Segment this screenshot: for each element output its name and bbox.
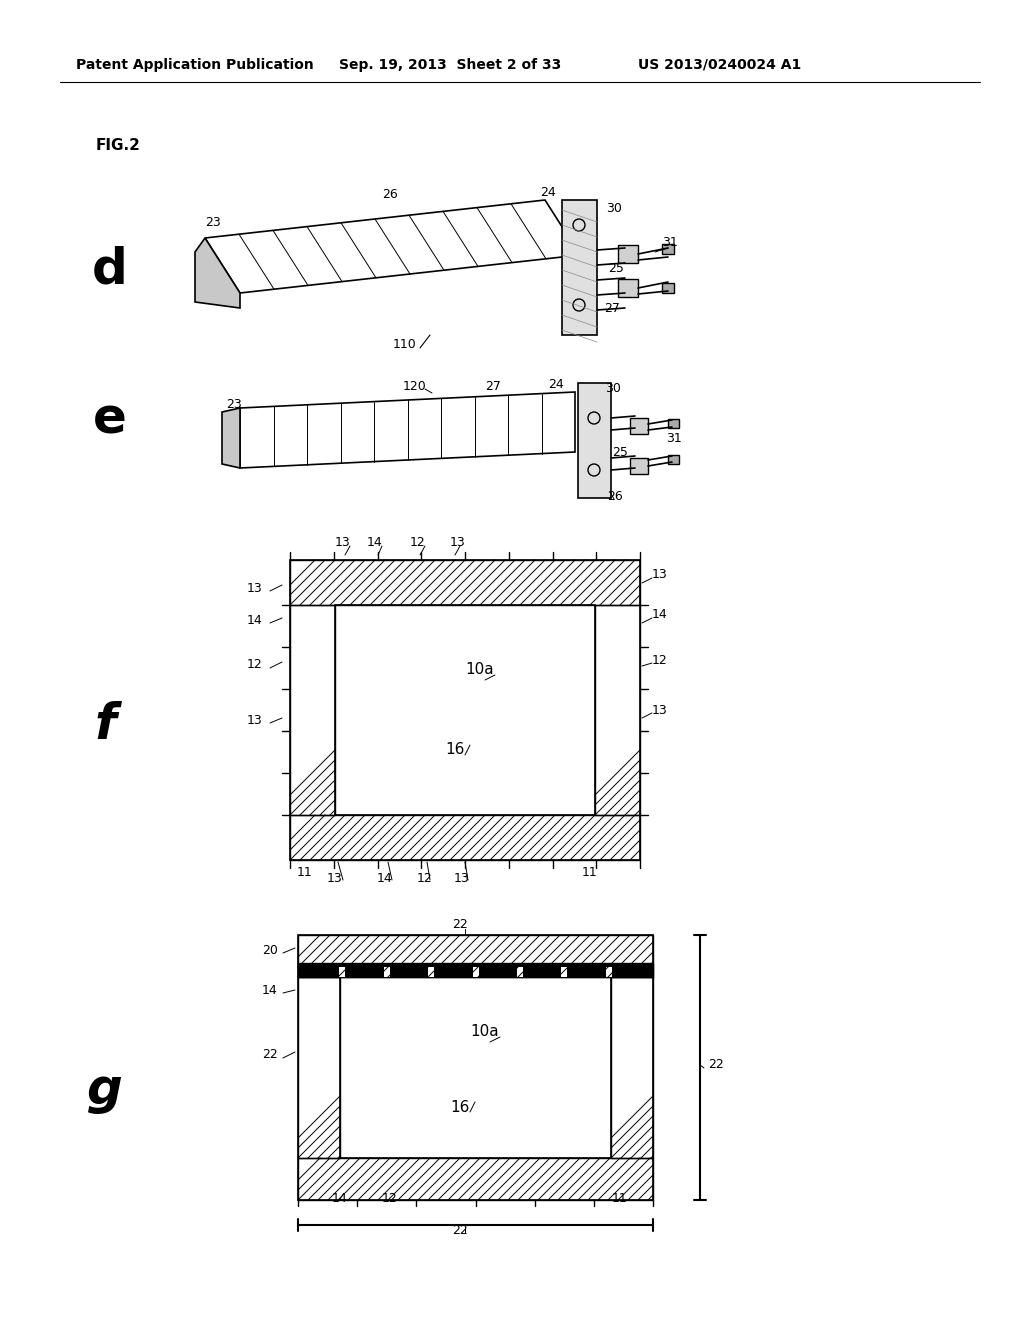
Text: 14: 14 [368,536,383,549]
Text: 31: 31 [667,432,682,445]
Text: 12: 12 [247,659,263,672]
Text: FIG.2: FIG.2 [95,137,140,153]
Text: 11: 11 [297,866,313,879]
Text: 30: 30 [605,383,621,396]
Bar [595,605,640,814]
Bar [517,968,523,977]
Text: 13: 13 [247,582,263,594]
Text: 22: 22 [453,1224,468,1237]
Text: 11: 11 [612,1192,628,1204]
Text: 10a: 10a [471,1024,500,1040]
Text: 26: 26 [382,187,398,201]
Text: Patent Application Publication: Patent Application Publication [76,58,314,73]
Text: 25: 25 [612,446,628,459]
Text: 31: 31 [663,236,678,249]
Text: 14: 14 [652,609,668,622]
Bar [335,605,595,814]
Text: 12: 12 [652,653,668,667]
Bar [618,246,638,263]
Text: 110: 110 [393,338,417,351]
Polygon shape [195,238,240,308]
Text: g: g [87,1067,123,1114]
Bar [578,383,611,498]
Text: 23: 23 [226,399,242,412]
Text: 14: 14 [332,1192,348,1204]
Text: 24: 24 [540,186,556,198]
Text: 22: 22 [262,1048,278,1061]
Text: d: d [92,246,128,294]
Text: 16: 16 [445,742,465,758]
Bar [339,968,345,977]
Text: 22: 22 [453,919,468,932]
Text: 11: 11 [582,866,598,879]
Text: 16: 16 [451,1100,470,1114]
Bar [298,964,653,977]
Text: 27: 27 [604,301,620,314]
Bar [298,1158,653,1200]
Text: Sep. 19, 2013  Sheet 2 of 33: Sep. 19, 2013 Sheet 2 of 33 [339,58,561,73]
Polygon shape [222,408,240,469]
Bar [428,968,434,977]
Text: 12: 12 [411,536,426,549]
Text: 10a: 10a [466,663,495,677]
Text: e: e [93,396,127,444]
Bar [668,455,679,465]
Bar [290,605,335,814]
Bar [298,977,340,1158]
Text: 13: 13 [652,704,668,717]
Bar [662,282,674,293]
Bar [298,935,653,977]
Text: 14: 14 [247,614,263,627]
Text: 26: 26 [607,490,623,503]
Bar [630,418,648,434]
Text: 14: 14 [377,871,393,884]
Bar [611,977,653,1158]
Text: 14: 14 [262,983,278,997]
Text: 23: 23 [205,216,221,230]
Bar [605,968,611,977]
Text: 12: 12 [417,871,433,884]
Text: 120: 120 [403,380,427,392]
Bar [298,935,653,1200]
Text: 27: 27 [485,380,501,393]
Bar [662,244,674,253]
Text: 30: 30 [606,202,622,214]
Bar [290,814,640,861]
Text: 13: 13 [451,536,466,549]
Text: 13: 13 [247,714,263,726]
Bar [472,968,478,977]
Text: 13: 13 [652,569,668,582]
Text: 24: 24 [548,378,564,391]
Bar [618,279,638,297]
Bar [340,977,611,1158]
Text: 22: 22 [709,1059,724,1072]
Text: 13: 13 [335,536,351,549]
Bar [290,560,640,605]
Bar [668,418,679,428]
Text: 12: 12 [382,1192,398,1204]
Text: 25: 25 [608,261,624,275]
Text: 20: 20 [262,944,278,957]
Text: US 2013/0240024 A1: US 2013/0240024 A1 [638,58,802,73]
Bar [562,201,597,335]
Text: 13: 13 [454,871,470,884]
Text: f: f [94,701,116,748]
Bar [290,560,640,861]
Text: 13: 13 [327,871,343,884]
Bar [384,968,390,977]
Bar [630,458,648,474]
Bar [561,968,567,977]
